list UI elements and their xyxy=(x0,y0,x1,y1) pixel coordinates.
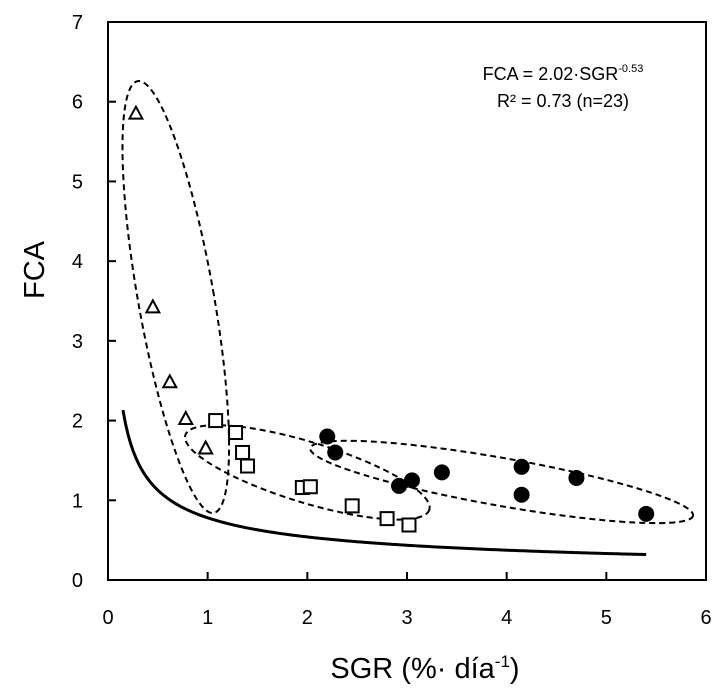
y-tick-label: 2 xyxy=(72,411,83,433)
triangle-point xyxy=(144,298,162,314)
y-tick-label: 3 xyxy=(72,331,83,353)
circle-point xyxy=(319,428,336,445)
square-point xyxy=(228,425,244,441)
r-squared-line: R² = 0.73 (n=23) xyxy=(497,91,629,111)
circle-point xyxy=(513,486,530,503)
y-tick-label: 5 xyxy=(72,171,83,193)
square-point xyxy=(240,458,256,474)
data-points xyxy=(127,104,655,533)
equation-exponent: -0.53 xyxy=(618,63,643,75)
square-point xyxy=(302,479,318,495)
square-point xyxy=(208,413,224,429)
x-tick-label: 3 xyxy=(401,607,412,629)
y-tick-label: 4 xyxy=(72,251,83,273)
square-point xyxy=(235,444,251,460)
y-tick-label: 0 xyxy=(72,570,83,592)
y-tick-label: 6 xyxy=(72,92,83,114)
group-ellipse xyxy=(121,80,231,514)
x-tick-label: 4 xyxy=(501,607,512,629)
y-tick-label: 1 xyxy=(72,490,83,512)
x-tick-label: 1 xyxy=(202,607,213,629)
triangle-point xyxy=(127,104,145,120)
circle-point xyxy=(513,458,530,475)
circle-point xyxy=(403,472,420,489)
equation-line-1: FCA = 2.02·SGR-0.53 xyxy=(483,63,644,84)
circle-point xyxy=(433,464,450,481)
x-axis-label-main: SGR (%· día xyxy=(330,653,495,685)
group-ellipse xyxy=(309,439,695,525)
square-point xyxy=(401,517,417,533)
axes xyxy=(107,21,707,581)
circle-point xyxy=(327,444,344,461)
square-point xyxy=(379,511,395,527)
tick-labels: 0 1 2 3 4 5 6 0 1 2 3 4 5 6 7 xyxy=(72,12,712,629)
group-ellipse xyxy=(184,424,431,521)
x-tick-label: 5 xyxy=(601,607,612,629)
circle-point xyxy=(638,505,655,522)
y-axis-label: FCA xyxy=(19,240,51,299)
fit-curve xyxy=(121,409,647,557)
x-axis-label-tail: ) xyxy=(510,653,520,685)
y-tick-label: 7 xyxy=(72,12,83,34)
triangle-point xyxy=(161,373,178,389)
square-point xyxy=(344,498,360,514)
fit-curve-layer xyxy=(121,409,647,557)
circle-point xyxy=(568,469,585,486)
x-axis-label-sup: -1 xyxy=(495,652,510,671)
equation-prefix: FCA = 2.02·SGR xyxy=(483,64,619,84)
group-ellipses xyxy=(121,80,695,525)
triangle-point xyxy=(197,439,214,455)
triangle-point xyxy=(177,409,194,425)
x-tick-label: 6 xyxy=(700,607,711,629)
x-tick-label: 2 xyxy=(302,607,313,629)
x-tick-label: 0 xyxy=(102,607,113,629)
x-axis-label: SGR (%· día-1) xyxy=(330,652,519,685)
